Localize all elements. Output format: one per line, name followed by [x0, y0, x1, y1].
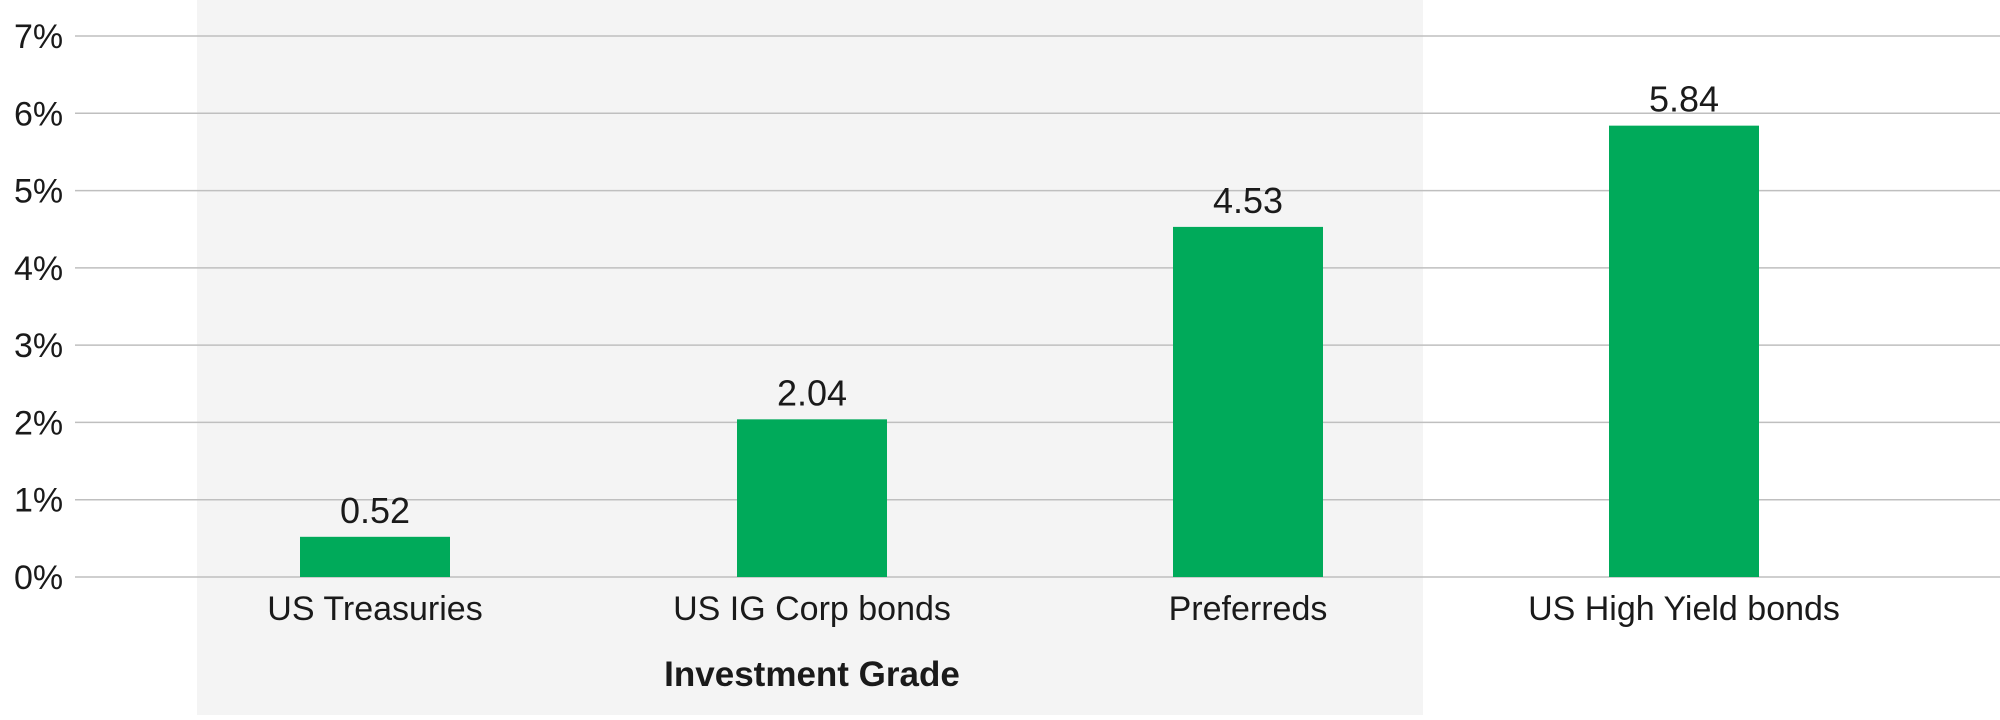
bar: [737, 419, 887, 577]
category-label: US High Yield bonds: [1528, 590, 1840, 628]
y-tick-label: 4%: [14, 250, 63, 288]
category-label: US Treasuries: [267, 590, 482, 628]
bar-value-label: 0.52: [340, 490, 410, 531]
category-label: Preferreds: [1169, 590, 1328, 628]
category-label: US IG Corp bonds: [673, 590, 951, 628]
y-tick-label: 3%: [14, 327, 63, 365]
bars: [300, 125, 1759, 577]
y-tick-label: 7%: [14, 18, 63, 56]
bar-value-label: 5.84: [1649, 79, 1719, 120]
bar-value-label: 4.53: [1213, 180, 1283, 221]
bar-value-label: 2.04: [777, 372, 847, 413]
category-labels: US Treasuries US IG Corp bonds Preferreds U…: [267, 590, 1840, 628]
bar: [300, 536, 450, 577]
y-tick-label: 2%: [14, 404, 63, 442]
group-label-investment-grade: Investment Grade: [664, 655, 960, 694]
bar: [1173, 226, 1323, 577]
y-tick-label: 6%: [14, 95, 63, 133]
y-tick-label: 5%: [14, 173, 63, 211]
y-tick-label: 1%: [14, 482, 63, 520]
y-axis-ticks: 0% 1% 2% 3% 4% 5% 6% 7%: [14, 18, 63, 597]
value-labels: 0.52 2.04 4.53 5.84: [340, 79, 1719, 531]
y-tick-label: 0%: [14, 559, 63, 597]
bar: [1609, 125, 1759, 577]
